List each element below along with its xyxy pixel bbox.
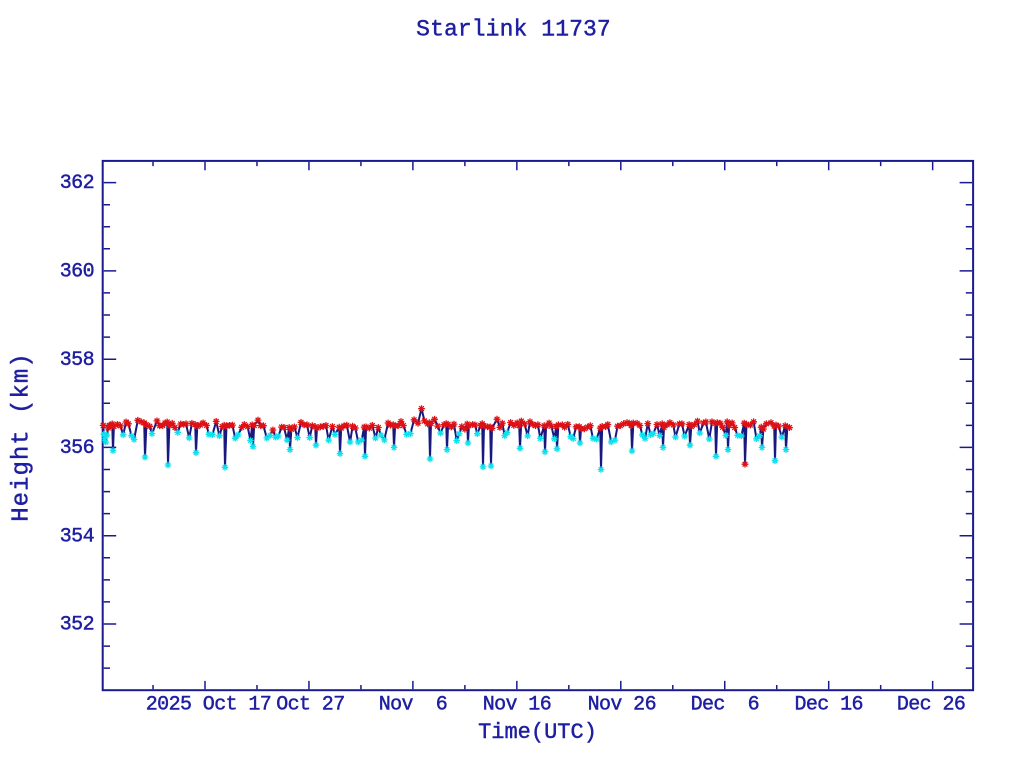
svg-text:354: 354 xyxy=(60,525,94,548)
svg-text:2025 Oct 17: 2025 Oct 17 xyxy=(146,694,271,717)
svg-text:Dec 16: Dec 16 xyxy=(794,694,862,717)
svg-text:358: 358 xyxy=(60,349,94,372)
svg-text:Time(UTC): Time(UTC) xyxy=(478,720,597,745)
svg-text:Dec 26: Dec 26 xyxy=(897,694,965,717)
svg-text:Oct 27: Oct 27 xyxy=(276,694,344,717)
svg-text:Dec 6: Dec 6 xyxy=(691,694,759,717)
svg-text:Nov 26: Nov 26 xyxy=(588,694,656,717)
svg-text:360: 360 xyxy=(60,261,94,284)
svg-text:Nov 16: Nov 16 xyxy=(483,694,551,717)
svg-text:362: 362 xyxy=(60,172,94,195)
svg-text:Nov 6: Nov 6 xyxy=(379,694,447,717)
svg-text:356: 356 xyxy=(60,437,94,460)
svg-text:352: 352 xyxy=(60,614,94,637)
svg-text:Starlink 11737: Starlink 11737 xyxy=(416,17,611,43)
svg-text:Height (km): Height (km) xyxy=(9,352,36,521)
